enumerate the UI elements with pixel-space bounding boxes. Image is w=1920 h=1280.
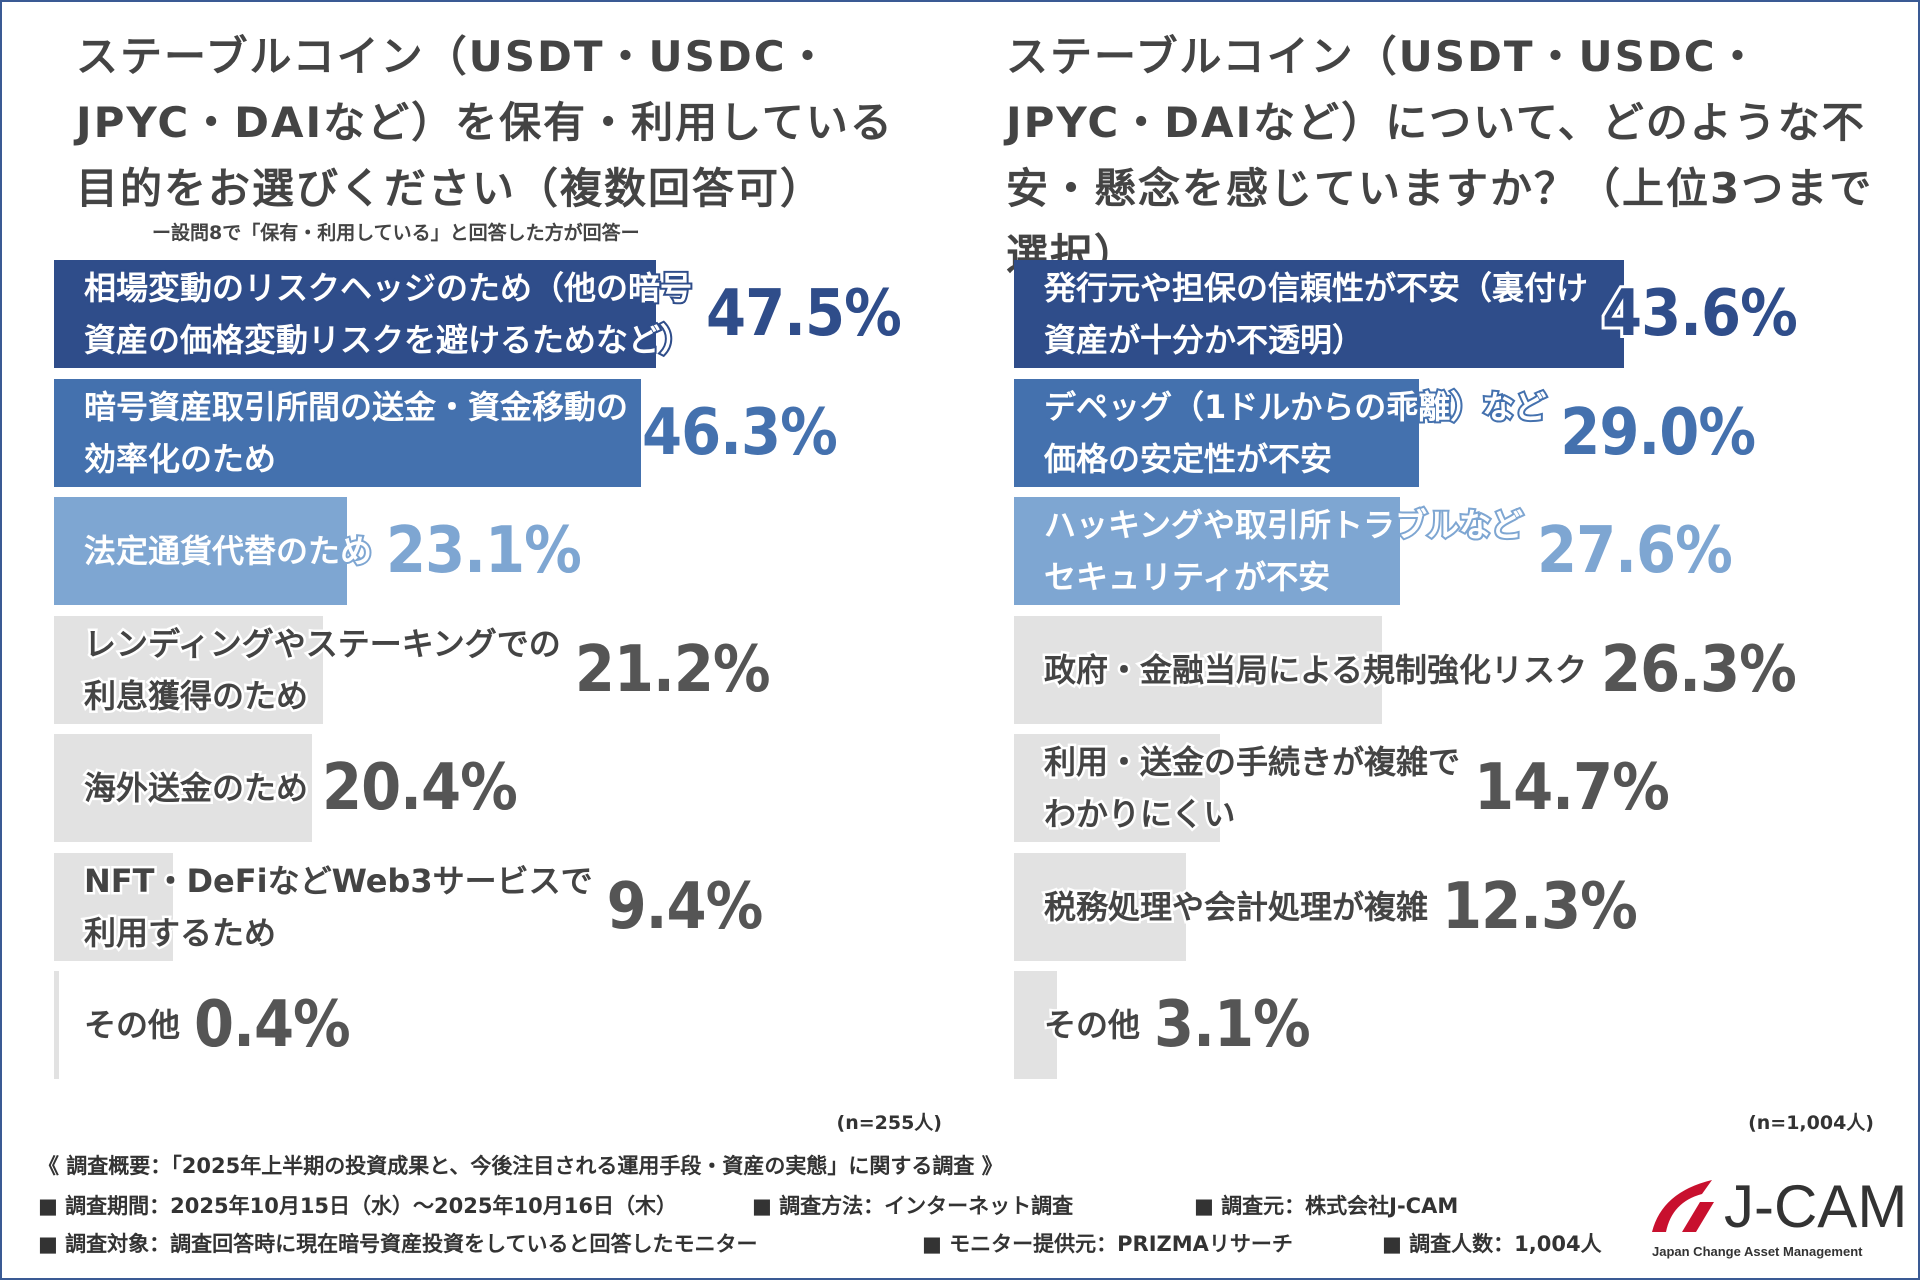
sample-size: (n=1,004人) [1748, 1112, 1874, 1134]
bar-row: 政府・金融当局による規制強化リスク 26.3% [1041, 616, 1800, 724]
bar-label-group: ハッキングや取引所トラブルなど セキュリティが不安 [1042, 499, 1525, 603]
bar-row: 相場変動のリスクヘッジのため（他の暗号 資産の価格変動リスクを避けるためなど） 47… [82, 260, 905, 368]
value-label: 3.1% [1151, 985, 1314, 1065]
bar-label-group: 政府・金融当局による規制強化リスク [1041, 644, 1589, 696]
bar-label-group: 法定通貨代替のため [82, 525, 374, 577]
category-label: デペッグ（1ドルからの乖離）など [1042, 386, 1548, 428]
category-label: 暗号資産取引所間の送金・資金移動の [82, 386, 630, 428]
bar-row: 利用・送金の手続きが複雑で わかりにくい 14.7% [1041, 734, 1673, 842]
bar [1014, 497, 1400, 605]
logo-text: J-CAM [1724, 1173, 1908, 1240]
sample-size: (n=255人) [836, 1112, 942, 1134]
category-label: 政府・金融当局による規制強化リスク [1041, 648, 1589, 691]
category-label: 価格の安定性が不安 [1042, 438, 1334, 480]
bar-row: ハッキングや取引所トラブルなど セキュリティが不安 27.6% [1042, 497, 1736, 605]
value-label: 14.7% [1471, 748, 1673, 828]
bar [54, 734, 313, 842]
category-label: 資産が十分か不透明） [1042, 319, 1366, 361]
category-label: 利用するため [82, 911, 279, 954]
bar [1014, 615, 1382, 724]
bar [1014, 734, 1220, 842]
bar [54, 615, 323, 724]
footer-text: ■ 調査元：株式会社J-CAM [1194, 1194, 1459, 1218]
category-label: 資産の価格変動リスクを避けるためなど） [82, 319, 694, 361]
category-label: 利息獲得のため [82, 674, 311, 717]
value-label: 29.0% [1557, 393, 1759, 473]
bar [54, 852, 174, 961]
logo-tagline: Japan Change Asset Management [1652, 1244, 1863, 1259]
footer-text: ■ 調査方法：インターネット調査 [752, 1194, 1074, 1218]
chart-title: ステーブルコイン（USDT・USDC・JPYC・DAIなど）について、どのような… [1006, 32, 1874, 279]
category-label: ハッキングや取引所トラブルなど [1042, 504, 1525, 546]
bar-label-group: 暗号資産取引所間の送金・資金移動の 効率化のため [82, 381, 630, 485]
chart-title: ステーブルコイン（USDT・USDC・JPYC・DAIなど）を保有・利用している… [76, 32, 894, 213]
category-label: 法定通貨代替のため [82, 530, 374, 572]
bar-row: 発行元や担保の信頼性が不安（裏付け 資産が十分か不透明） 43.6% [1042, 260, 1801, 368]
category-label: わかりにくい [1041, 793, 1237, 836]
bar-row: その他 0.4% [81, 971, 354, 1079]
bar-label-group: 利用・送金の手続きが複雑で わかりにくい [1041, 736, 1462, 840]
footer-text: ■ モニター提供元：PRIZMAリサーチ [922, 1232, 1293, 1256]
bar-row: 法定通貨代替のため 23.1% [82, 497, 585, 605]
category-label: その他 [1041, 1004, 1142, 1047]
value-label: 23.1% [383, 511, 585, 591]
bar [54, 378, 641, 487]
value-label: 46.3% [639, 393, 841, 473]
bar-label-group: NFT・DeFiなどWeb3サービスで 利用するため [82, 855, 596, 959]
bar-label-group: 相場変動のリスクヘッジのため（他の暗号 資産の価格変動リスクを避けるためなど） [82, 262, 694, 366]
bar-row: 税務処理や会計処理が複雑 12.3% [1041, 853, 1641, 961]
bar-label-group: デペッグ（1ドルからの乖離）など 価格の安定性が不安 [1042, 381, 1548, 485]
bar-label-group: 海外送金のため [81, 762, 310, 814]
bar-label-group: その他 [1041, 999, 1142, 1051]
bar [1014, 971, 1058, 1079]
value-label: 27.6% [1534, 511, 1736, 591]
category-label: 発行元や担保の信頼性が不安（裏付け [1042, 267, 1590, 309]
category-label: 税務処理や会計処理が複雑 [1041, 885, 1430, 928]
value-label: 47.5% [703, 274, 905, 354]
value-label: 9.4% [604, 867, 767, 947]
bar-row: NFT・DeFiなどWeb3サービスで 利用するため 9.4% [82, 853, 767, 961]
bar-row: レンディングやステーキングでの 利息獲得のため 21.2% [82, 616, 774, 724]
bar [54, 497, 347, 605]
bar [1014, 378, 1420, 487]
bar-row: その他 3.1% [1041, 971, 1314, 1079]
bar [1014, 260, 1624, 368]
bar-label-group: その他 [81, 999, 182, 1051]
category-label: NFT・DeFiなどWeb3サービスで [82, 859, 596, 902]
category-label: 効率化のため [82, 438, 278, 480]
bar-label-group: レンディングやステーキングでの 利息獲得のため [82, 618, 564, 722]
category-label: 海外送金のため [81, 767, 310, 810]
value-label: 0.4% [191, 985, 354, 1065]
category-label: セキュリティが不安 [1042, 556, 1332, 598]
category-label: 利用・送金の手続きが複雑で [1041, 741, 1462, 784]
category-label: その他 [81, 1004, 182, 1047]
category-label: 相場変動のリスクヘッジのため（他の暗号 [82, 267, 694, 309]
value-label: 20.4% [319, 748, 521, 828]
bar [54, 971, 60, 1079]
category-label: レンディングやステーキングでの [82, 622, 564, 665]
value-label: 26.3% [1598, 630, 1800, 710]
logo-mark [1652, 1180, 1714, 1232]
value-label: 21.2% [572, 630, 774, 710]
footer-text: ■ 調査対象：調査回答時に現在暗号資産投資をしていると回答したモニター [38, 1232, 758, 1256]
value-label: 43.6% [1599, 274, 1801, 354]
bar-row: 暗号資産取引所間の送金・資金移動の 効率化のため 46.3% [82, 379, 841, 487]
bar-label-group: 税務処理や会計処理が複雑 [1041, 881, 1430, 933]
footer-text: 《 調査概要：「2025年上半期の投資成果と、今後注目される運用手段・資産の実態… [38, 1154, 1003, 1178]
bar [1014, 852, 1186, 961]
value-label: 12.3% [1439, 867, 1641, 947]
bar [54, 260, 656, 368]
footer-text: ■ 調査期間：2025年10月15日（水）～2025年10月16日（木） [38, 1194, 677, 1218]
chart-subtitle: ー設問8で「保有・利用している」と回答した方が回答ー [152, 222, 640, 244]
bar-label-group: 発行元や担保の信頼性が不安（裏付け 資産が十分か不透明） [1042, 262, 1590, 366]
bar-row: 海外送金のため 20.4% [81, 734, 521, 842]
bar-row: デペッグ（1ドルからの乖離）など 価格の安定性が不安 29.0% [1042, 379, 1759, 487]
footer-text: ■ 調査人数：1,004人 [1382, 1232, 1602, 1256]
